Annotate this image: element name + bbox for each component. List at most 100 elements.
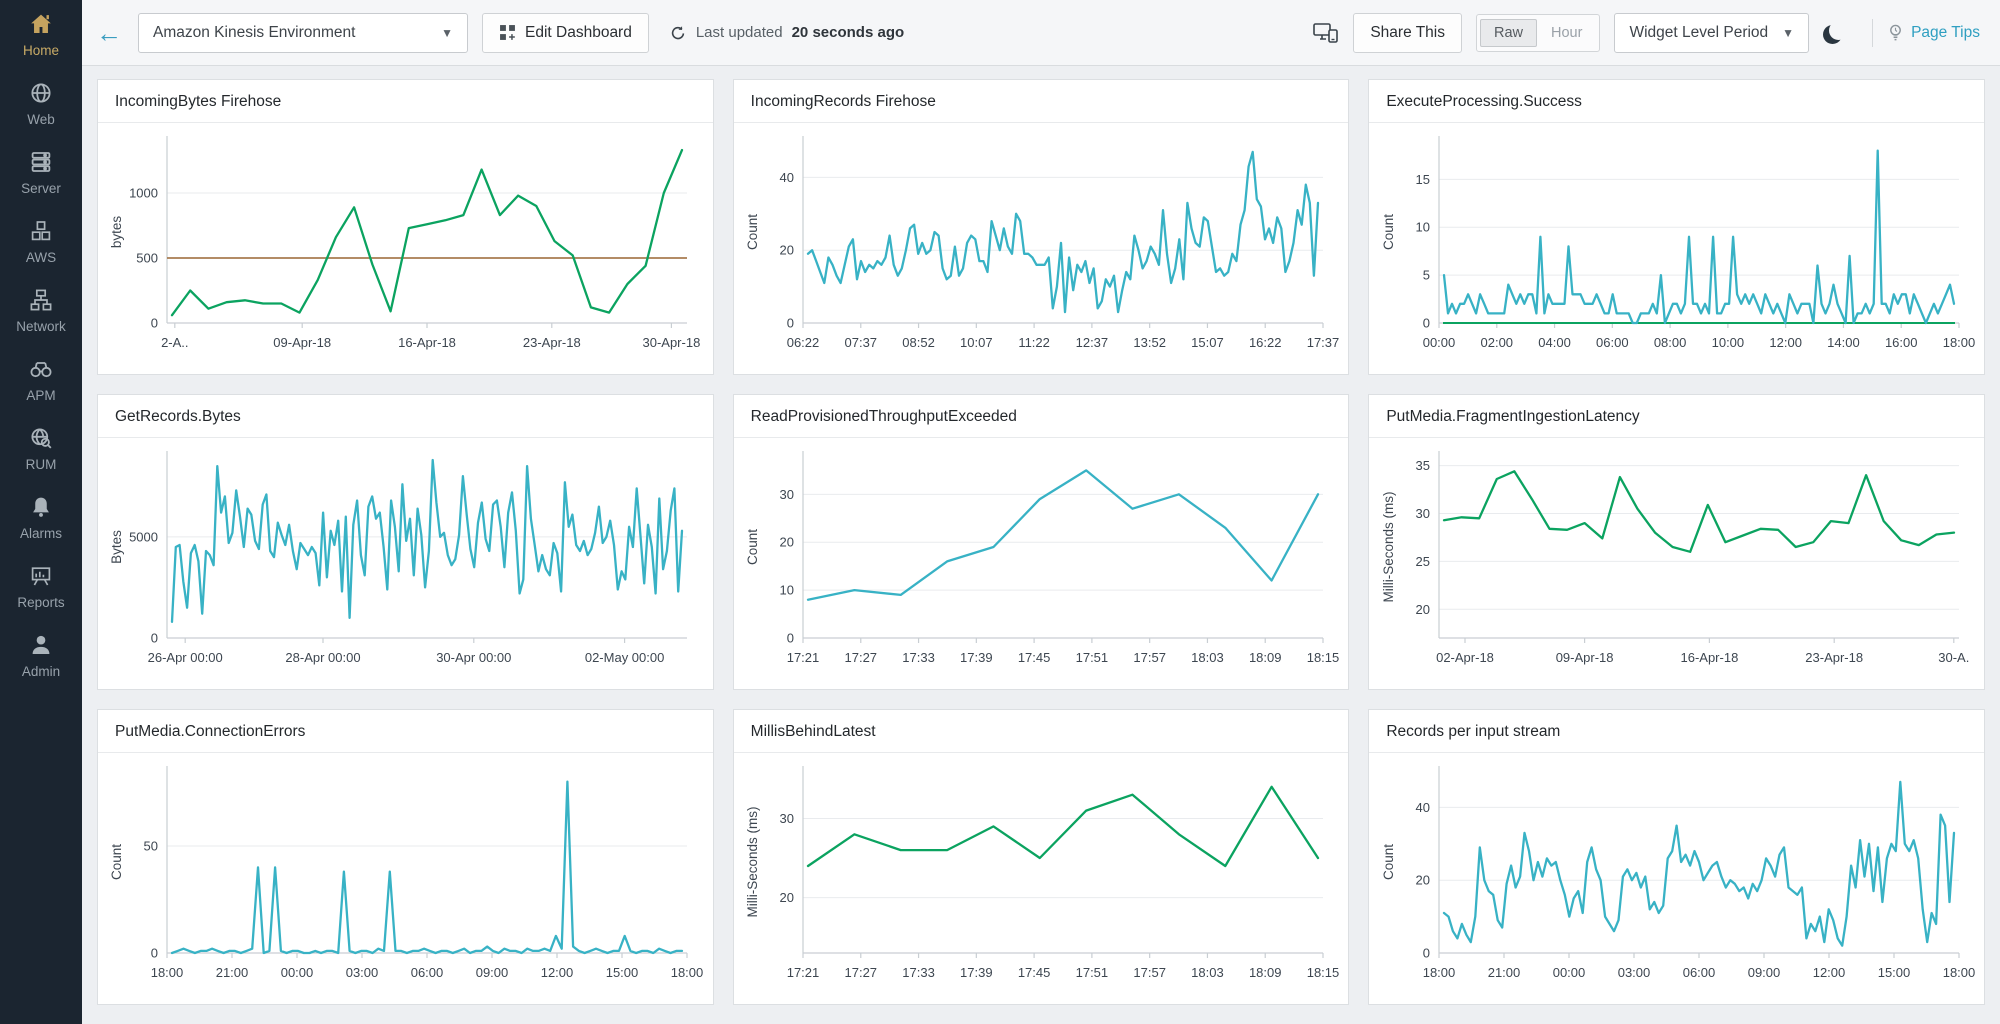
network-icon bbox=[30, 289, 52, 311]
sidebar-item-label: RUM bbox=[25, 457, 57, 472]
svg-text:17:39: 17:39 bbox=[960, 650, 993, 665]
granularity-hour[interactable]: Hour bbox=[1551, 24, 1583, 41]
svg-text:26-Apr 00:00: 26-Apr 00:00 bbox=[148, 650, 223, 665]
svg-text:30: 30 bbox=[780, 486, 794, 501]
svg-text:13:52: 13:52 bbox=[1133, 335, 1166, 350]
svg-text:00:00: 00:00 bbox=[1422, 335, 1455, 350]
svg-text:0: 0 bbox=[1422, 315, 1429, 330]
share-this-button[interactable]: Share This bbox=[1353, 12, 1462, 53]
svg-text:17:57: 17:57 bbox=[1133, 650, 1166, 665]
refresh-icon[interactable] bbox=[669, 24, 687, 42]
aws-icon bbox=[31, 221, 51, 241]
svg-text:03:00: 03:00 bbox=[1617, 965, 1650, 980]
sidebar-item-home[interactable]: Home bbox=[0, 0, 82, 69]
chart-card-executeprocessing-success: ExecuteProcessing.Success 0 5 10 15 00:00 02:… bbox=[1368, 79, 1985, 375]
svg-text:0: 0 bbox=[787, 315, 794, 330]
svg-text:30-A.: 30-A. bbox=[1938, 650, 1969, 665]
svg-text:23-Apr-18: 23-Apr-18 bbox=[523, 335, 581, 350]
svg-text:15:00: 15:00 bbox=[606, 965, 639, 980]
svg-text:18:00: 18:00 bbox=[1942, 335, 1975, 350]
sidebar-item-admin[interactable]: Admin bbox=[0, 621, 82, 690]
chart-card-millisbehindlatest: MillisBehindLatest 20 30 17:21 17:27 17:33 17… bbox=[732, 709, 1350, 1005]
back-icon[interactable]: ← bbox=[96, 17, 122, 48]
svg-text:09-Apr-18: 09-Apr-18 bbox=[1555, 650, 1613, 665]
sidebar-item-label: Reports bbox=[17, 595, 65, 610]
line-chart[interactable]: 0 20 40 06:22 07:37 08:52 10:07 11:22 12:37 13:52… bbox=[741, 127, 1341, 371]
line-chart[interactable]: 0 50 18:00 21:00 00:00 03:00 06:00 09:00 12:00 15… bbox=[105, 757, 705, 1001]
dashboard-grid: IncomingBytes Firehose 0 500 1000 2-A.. 09-A… bbox=[82, 66, 2000, 1024]
svg-text:00:00: 00:00 bbox=[1552, 965, 1585, 980]
chart-card-incomingrecords-firehose: IncomingRecords Firehose 0 20 40 06:22 07:37… bbox=[732, 79, 1350, 375]
svg-text:500: 500 bbox=[137, 250, 159, 265]
svg-text:02-Apr-18: 02-Apr-18 bbox=[1436, 650, 1494, 665]
line-chart[interactable]: 0 10 20 30 17:21 17:27 17:33 17:39 17:45 17:51 17:… bbox=[741, 442, 1341, 686]
chart-title: GetRecords.Bytes bbox=[98, 395, 713, 438]
sidebar-item-network[interactable]: Network bbox=[0, 276, 82, 345]
sidebar-item-aws[interactable]: AWS bbox=[0, 207, 82, 276]
dashboard-select[interactable]: Amazon Kinesis Environment ▼ bbox=[138, 12, 468, 53]
line-chart[interactable]: 0 500 1000 2-A.. 09-Apr-18 16-Apr-18 23-Apr-18… bbox=[105, 127, 705, 371]
chart-card-putmedia-connectionerrors: PutMedia.ConnectionErrors 0 50 18:00 21:00 0… bbox=[97, 709, 714, 1005]
svg-text:06:00: 06:00 bbox=[1596, 335, 1629, 350]
granularity-raw[interactable]: Raw bbox=[1480, 18, 1538, 47]
chart-title: Records per input stream bbox=[1369, 710, 1984, 753]
svg-text:Milli-Seconds (ms): Milli-Seconds (ms) bbox=[1381, 491, 1396, 602]
widget-period-value: Widget Level Period bbox=[1629, 23, 1769, 41]
edit-dashboard-button[interactable]: Edit Dashboard bbox=[482, 12, 649, 53]
svg-text:16-Apr-18: 16-Apr-18 bbox=[1680, 650, 1738, 665]
sidebar-item-apm[interactable]: APM bbox=[0, 345, 82, 414]
svg-text:17:33: 17:33 bbox=[902, 650, 935, 665]
svg-text:18:15: 18:15 bbox=[1307, 965, 1340, 980]
svg-text:17:51: 17:51 bbox=[1076, 965, 1109, 980]
svg-text:17:45: 17:45 bbox=[1018, 965, 1051, 980]
svg-text:18:00: 18:00 bbox=[1942, 965, 1975, 980]
svg-text:Count: Count bbox=[745, 528, 760, 564]
svg-text:0: 0 bbox=[151, 315, 158, 330]
line-chart[interactable]: 20 25 30 35 02-Apr-18 09-Apr-18 16-Apr-18 23-Ap… bbox=[1377, 442, 1977, 686]
sidebar-item-alarms[interactable]: Alarms bbox=[0, 483, 82, 552]
sidebar-item-web[interactable]: Web bbox=[0, 69, 82, 138]
svg-text:0: 0 bbox=[151, 945, 158, 960]
chart-card-getrecords-bytes: GetRecords.Bytes 0 5000 26-Apr 00:00 28-Apr… bbox=[97, 394, 714, 690]
sidebar-item-rum[interactable]: RUM bbox=[0, 414, 82, 483]
svg-text:Count: Count bbox=[745, 213, 760, 249]
chart-title: MillisBehindLatest bbox=[733, 710, 1349, 753]
svg-text:50: 50 bbox=[144, 838, 158, 853]
line-chart[interactable]: 0 20 40 18:00 21:00 00:00 03:00 06:00 09:00 12:00… bbox=[1377, 757, 1977, 1001]
svg-text:20: 20 bbox=[780, 242, 794, 257]
topbar: ← Amazon Kinesis Environment ▼ Edit Dash… bbox=[82, 0, 2000, 66]
line-chart[interactable]: 0 5000 26-Apr 00:00 28-Apr 00:00 30-Apr 00:0… bbox=[105, 442, 705, 686]
apm-icon bbox=[30, 362, 52, 378]
svg-text:02:00: 02:00 bbox=[1480, 335, 1513, 350]
svg-text:5000: 5000 bbox=[129, 529, 158, 544]
svg-text:18:00: 18:00 bbox=[1422, 965, 1455, 980]
svg-text:bytes: bytes bbox=[109, 215, 124, 248]
svg-text:09-Apr-18: 09-Apr-18 bbox=[274, 335, 332, 350]
svg-text:25: 25 bbox=[1415, 553, 1429, 568]
page-tips-button[interactable]: Page Tips bbox=[1887, 23, 1980, 43]
svg-text:12:00: 12:00 bbox=[1812, 965, 1845, 980]
widget-period-select[interactable]: Widget Level Period ▼ bbox=[1614, 12, 1810, 53]
svg-text:18:15: 18:15 bbox=[1307, 650, 1340, 665]
devices-icon[interactable] bbox=[1313, 22, 1339, 44]
chevron-down-icon: ▼ bbox=[441, 25, 453, 40]
sidebar-item-label: Network bbox=[16, 319, 66, 334]
sidebar-item-reports[interactable]: Reports bbox=[0, 552, 82, 621]
line-chart[interactable]: 20 30 17:21 17:27 17:33 17:39 17:45 17:51 17:57 1… bbox=[741, 757, 1341, 1001]
chevron-down-icon: ▼ bbox=[1782, 25, 1795, 40]
last-updated: Last updated 20 seconds ago bbox=[669, 24, 904, 42]
sidebar-item-server[interactable]: Server bbox=[0, 138, 82, 207]
line-chart[interactable]: 0 5 10 15 00:00 02:00 04:00 06:00 08:00 10:00 12:0… bbox=[1377, 127, 1977, 371]
svg-text:40: 40 bbox=[1415, 799, 1429, 814]
svg-text:Count: Count bbox=[109, 843, 124, 879]
sidebar-item-label: Server bbox=[21, 181, 61, 196]
rum-icon bbox=[31, 428, 52, 449]
reports-icon bbox=[31, 567, 51, 586]
svg-text:5: 5 bbox=[1422, 267, 1429, 282]
sidebar-item-label: Alarms bbox=[19, 526, 62, 541]
svg-text:04:00: 04:00 bbox=[1538, 335, 1571, 350]
dark-mode-moon-icon[interactable] bbox=[1829, 21, 1848, 40]
svg-text:30: 30 bbox=[1415, 505, 1429, 520]
svg-text:16-Apr-18: 16-Apr-18 bbox=[398, 335, 456, 350]
svg-text:18:00: 18:00 bbox=[151, 965, 184, 980]
